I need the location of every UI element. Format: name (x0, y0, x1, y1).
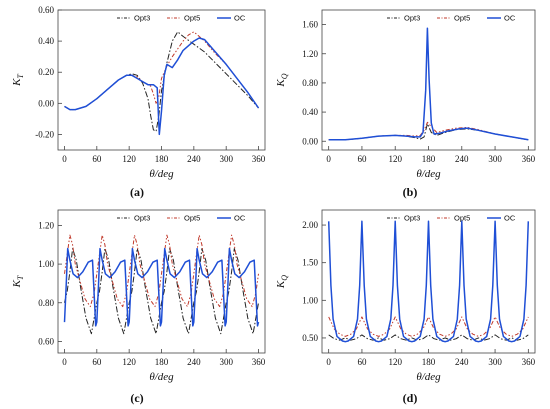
x-tick-label: 300 (219, 154, 233, 164)
panel-caption: (b) (403, 185, 418, 199)
series-line-oc (63, 247, 260, 327)
chart-panel: 0 60 120 180 240 300 360 0.60 0.80 1.00 1.20 θ/deg K… (11, 209, 266, 405)
y-tick-label: 0.00 (38, 98, 54, 108)
y-tick-label: 1.60 (302, 20, 318, 30)
x-tick-label: 360 (522, 154, 536, 164)
panel-caption: (d) (403, 391, 418, 405)
y-tick-label: 1.20 (38, 220, 54, 230)
y-tick-label: 1.00 (302, 295, 318, 305)
x-tick-label: 360 (252, 357, 266, 367)
y-tick-label: 1.50 (302, 258, 318, 268)
x-tick-label: 300 (219, 357, 233, 367)
x-tick-label: 0 (326, 357, 331, 367)
legend-label: Opt3 (134, 214, 150, 223)
x-tick-label: 240 (455, 357, 469, 367)
chart-panel: 0 60 120 180 240 300 360 0.00 0.40 0.80 1.20 1.60 θ/… (275, 9, 536, 199)
series-line-oc (64, 37, 260, 136)
x-tick-label: 120 (388, 154, 402, 164)
y-tick-label: 0.50 (302, 333, 318, 343)
legend-label: Opt3 (134, 14, 150, 23)
plot-frame (57, 209, 266, 354)
y-tick-label: 0.40 (38, 36, 54, 46)
y-tick-label: 0.80 (302, 78, 318, 88)
x-tick-label: 120 (388, 357, 402, 367)
series-line-opt3 (328, 123, 529, 141)
legend-label: Opt3 (404, 214, 420, 223)
x-tick-label: 120 (122, 357, 136, 367)
x-tick-label: 300 (488, 154, 502, 164)
y-tick-label: 0.40 (302, 107, 318, 117)
x-tick-label: 180 (422, 357, 436, 367)
panel-caption: (c) (130, 391, 143, 405)
x-axis-label: θ/deg (416, 371, 441, 383)
legend-label: OC (234, 214, 246, 223)
legend-label: Opt5 (184, 214, 200, 223)
series-line-oc (327, 220, 530, 343)
legend-label: Opt5 (184, 14, 200, 23)
y-axis-label: KT (11, 275, 25, 288)
panel-caption: (a) (130, 185, 144, 199)
y-tick-label: 1.20 (302, 49, 318, 59)
x-axis-label: θ/deg (416, 168, 441, 180)
x-tick-label: 180 (155, 154, 169, 164)
series-line-opt3 (64, 248, 259, 335)
x-tick-label: 0 (326, 154, 331, 164)
x-tick-label: 60 (92, 357, 102, 367)
y-tick-label: 0.00 (302, 136, 318, 146)
x-tick-label: 300 (488, 357, 502, 367)
x-tick-label: 240 (187, 154, 201, 164)
y-tick-label: 0.60 (38, 336, 54, 346)
x-tick-label: 60 (92, 154, 102, 164)
legend-label: OC (504, 14, 516, 23)
x-tick-label: 180 (155, 357, 169, 367)
series-line-opt5 (328, 316, 529, 337)
series-line-opt5 (64, 234, 259, 308)
x-tick-label: 60 (357, 357, 367, 367)
legend-label: Opt3 (404, 14, 420, 23)
y-tick-label: 1.00 (38, 259, 54, 269)
legend-label: Opt5 (454, 14, 470, 23)
x-tick-label: 360 (522, 357, 536, 367)
y-tick-label: 0.20 (38, 67, 54, 77)
x-axis-label: θ/deg (149, 371, 174, 383)
y-tick-label: 0.60 (38, 5, 54, 15)
series-line-opt5 (64, 31, 259, 111)
x-tick-label: 0 (62, 357, 67, 367)
x-axis-label: θ/deg (149, 168, 174, 180)
x-tick-label: 360 (252, 154, 266, 164)
chart-panel: 0 60 120 180 240 300 360 0.50 1.00 1.50 2.00 θ/deg K… (275, 209, 536, 405)
series-line-opt5 (328, 121, 529, 141)
y-tick-label: 2.00 (302, 220, 318, 230)
y-axis-label: KT (11, 74, 25, 87)
y-axis-label: KQ (275, 73, 289, 87)
legend-label: OC (504, 214, 516, 223)
x-tick-label: 0 (62, 154, 67, 164)
series-line-oc (328, 27, 529, 141)
y-tick-label: -0.20 (35, 129, 54, 139)
x-tick-label: 120 (122, 154, 136, 164)
x-tick-label: 60 (357, 154, 367, 164)
x-tick-label: 180 (422, 154, 436, 164)
legend-label: Opt5 (454, 214, 470, 223)
legend-label: OC (234, 14, 246, 23)
x-tick-label: 240 (455, 154, 469, 164)
y-tick-label: 0.80 (38, 298, 54, 308)
y-axis-label: KQ (275, 275, 289, 289)
x-tick-label: 240 (187, 357, 201, 367)
chart-panel: 0 60 120 180 240 300 360 -0.20 0.00 0.20 0.40 0.60 θ… (11, 5, 266, 199)
series-line-opt3 (328, 334, 529, 341)
